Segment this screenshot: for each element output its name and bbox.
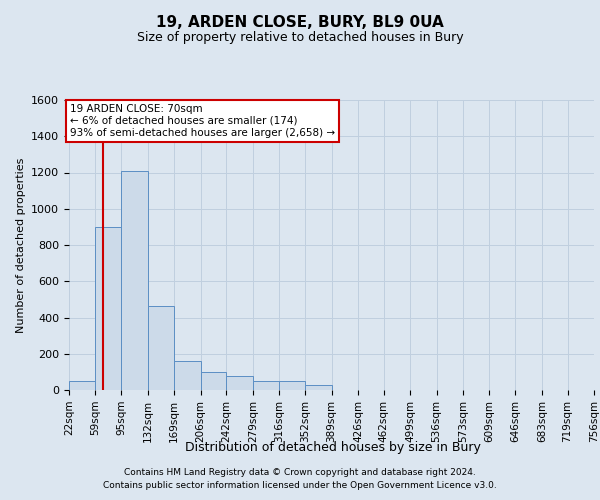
Bar [121,170,148,390]
Text: 19, ARDEN CLOSE, BURY, BL9 0UA: 19, ARDEN CLOSE, BURY, BL9 0UA [156,15,444,30]
Bar [69,381,95,390]
Bar [200,372,226,390]
Text: 19 ARDEN CLOSE: 70sqm
← 6% of detached houses are smaller (174)
93% of semi-deta: 19 ARDEN CLOSE: 70sqm ← 6% of detached h… [70,104,335,138]
Bar [95,227,121,390]
Text: Distribution of detached houses by size in Bury: Distribution of detached houses by size … [185,441,481,454]
Text: Contains HM Land Registry data © Crown copyright and database right 2024.: Contains HM Land Registry data © Crown c… [124,468,476,477]
Text: Contains public sector information licensed under the Open Government Licence v3: Contains public sector information licen… [103,482,497,490]
Bar [148,306,174,390]
Bar [174,361,200,390]
Bar [226,376,253,390]
Y-axis label: Number of detached properties: Number of detached properties [16,158,26,332]
Bar [253,381,279,390]
Bar [305,384,331,390]
Bar [279,381,305,390]
Text: Size of property relative to detached houses in Bury: Size of property relative to detached ho… [137,31,463,44]
